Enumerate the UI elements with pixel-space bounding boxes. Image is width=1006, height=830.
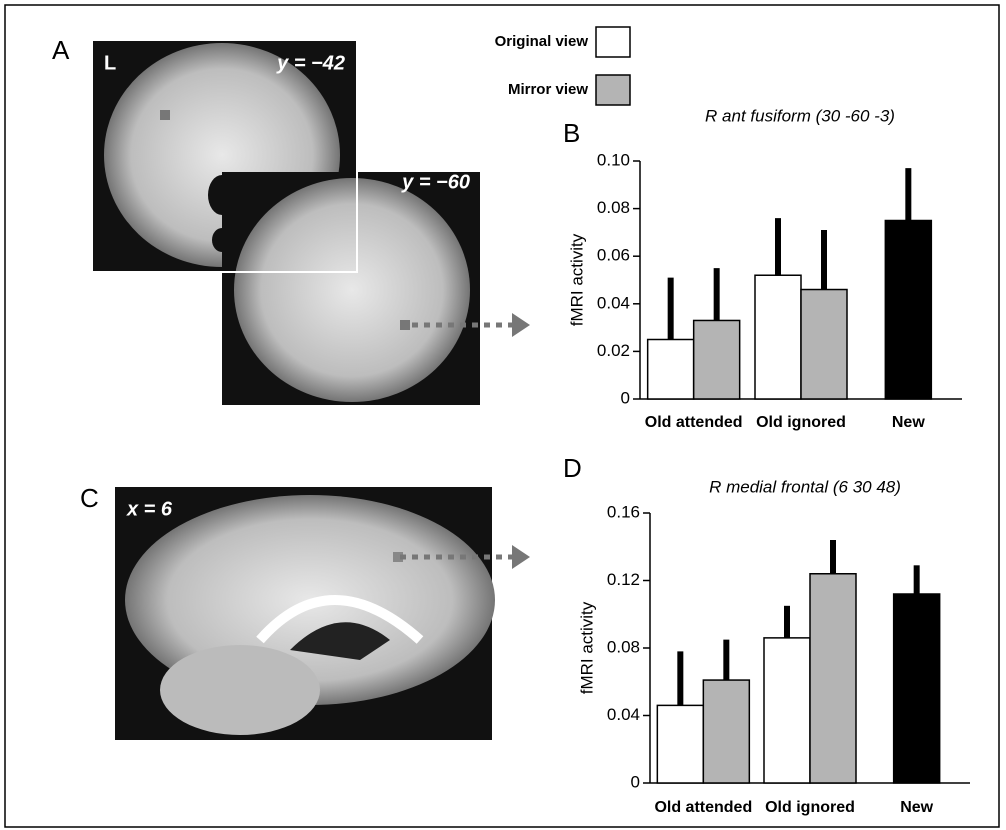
bar — [800, 288, 848, 400]
legend-swatch — [595, 26, 631, 58]
sagittal-image — [115, 487, 495, 740]
y-tick-label: 0.02 — [597, 341, 630, 360]
bar — [763, 637, 811, 784]
panel-label: C — [80, 483, 99, 513]
y-axis-label: fMRI activity — [577, 601, 596, 694]
image-label: x = 6 — [126, 498, 173, 520]
y-tick-label: 0 — [621, 388, 630, 407]
x-tick-label: New — [900, 799, 933, 816]
legend-swatch — [595, 74, 631, 106]
x-tick-label: Old attended — [654, 799, 752, 816]
y-tick-label: 0.06 — [597, 246, 630, 265]
image-border — [91, 39, 358, 273]
bar — [754, 274, 802, 400]
legend-label: Original view — [495, 33, 589, 50]
x-tick-label: Old attended — [645, 414, 743, 431]
bar — [702, 679, 751, 784]
arrow — [400, 545, 530, 569]
bar — [692, 319, 741, 400]
image-label: y = −60 — [401, 171, 470, 193]
bar — [656, 704, 705, 784]
coronal-image-2 — [222, 172, 480, 405]
y-tick-label: 0 — [631, 772, 640, 791]
chart-title: R ant fusiform (30 -60 -3) — [705, 106, 895, 125]
legend-label: Mirror view — [508, 81, 588, 98]
y-axis-label: fMRI activity — [567, 233, 586, 326]
panel-label: B — [563, 118, 580, 148]
x-tick-label: New — [892, 414, 925, 431]
y-tick-label: 0.08 — [597, 198, 630, 217]
panel-label: D — [563, 453, 582, 483]
arrow — [412, 313, 530, 337]
y-tick-label: 0.08 — [607, 637, 640, 656]
x-tick-label: Old ignored — [765, 799, 855, 816]
y-tick-label: 0.10 — [597, 150, 630, 169]
y-tick-label: 0.04 — [607, 705, 640, 724]
bar — [646, 338, 695, 400]
image-label: L — [104, 52, 116, 74]
y-tick-label: 0.04 — [597, 293, 630, 312]
y-tick-label: 0.12 — [607, 570, 640, 589]
chart-title: R medial frontal (6 30 48) — [709, 477, 901, 496]
panel-label: A — [52, 35, 70, 65]
y-tick-label: 0.16 — [607, 502, 640, 521]
bar — [884, 219, 933, 400]
bar — [809, 573, 857, 784]
x-tick-label: Old ignored — [756, 414, 846, 431]
image-label: y = −42 — [276, 52, 345, 74]
bar — [892, 593, 941, 784]
